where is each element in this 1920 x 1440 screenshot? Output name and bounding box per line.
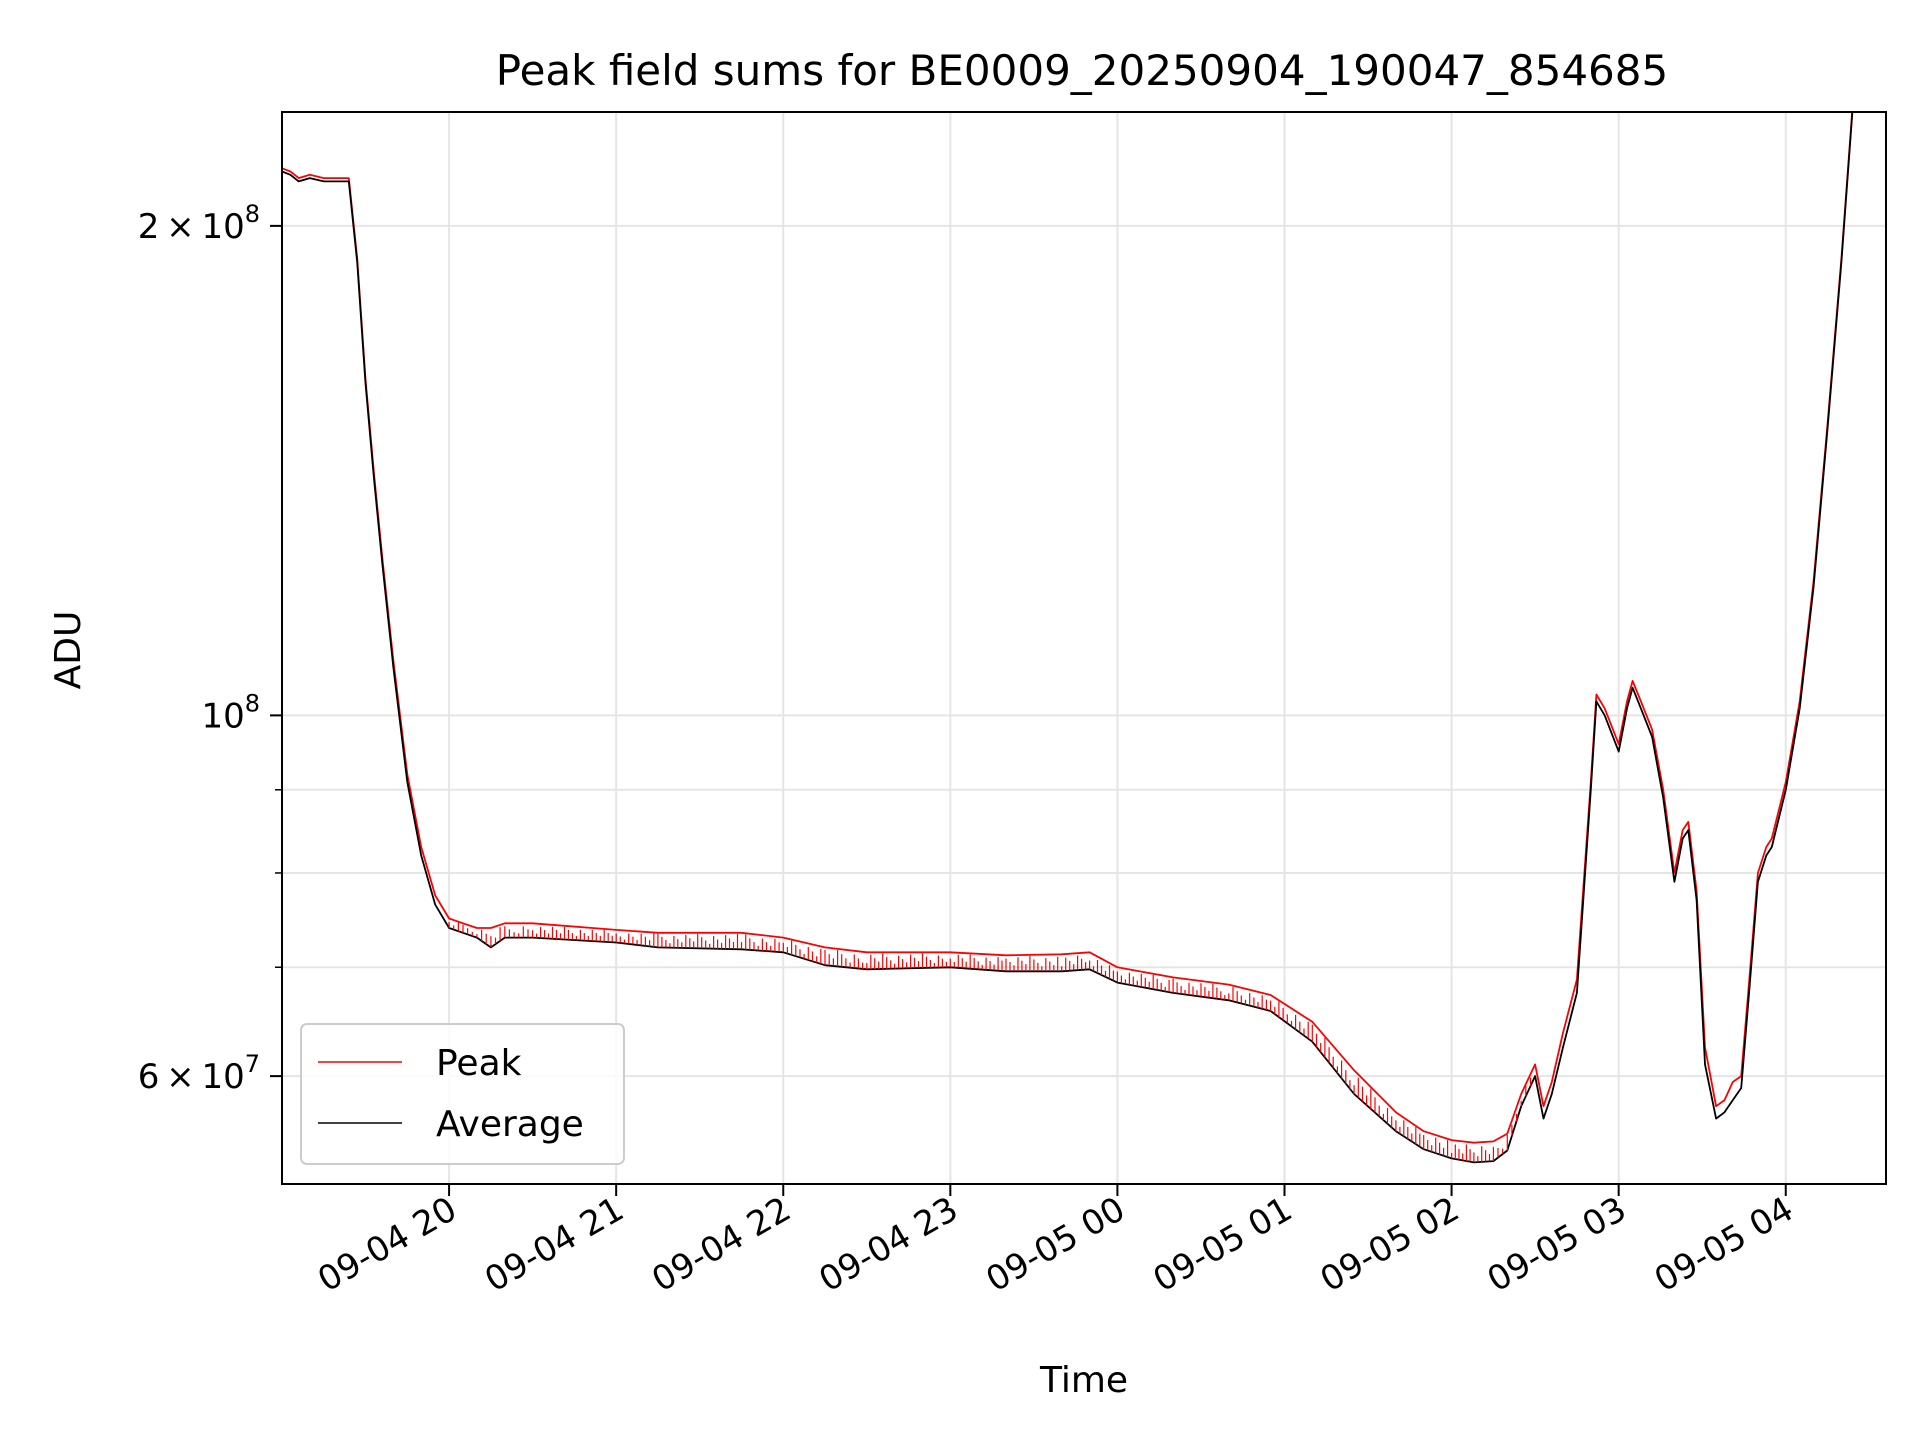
grid	[282, 112, 1886, 1184]
legend: Peak Average	[300, 1023, 625, 1165]
series-line-peak	[282, 112, 1854, 1144]
chart-title: Peak field sums for BE0009_20250904_1900…	[496, 46, 1668, 95]
y-axis-label: ADU	[48, 611, 89, 690]
legend-label-peak: Peak	[436, 1043, 522, 1084]
y-axis: 6 × 107 108 2 × 108	[138, 200, 282, 1097]
series-layer	[282, 112, 1854, 1164]
y-tick-label: 2 × 108	[138, 200, 260, 247]
plot-frame	[281, 111, 1887, 1185]
y-tick-label: 6 × 107	[138, 1050, 260, 1097]
legend-label-average: Average	[436, 1104, 584, 1145]
series-line-average	[282, 112, 1854, 1164]
legend-box	[300, 1023, 625, 1165]
x-axis-label: Time	[1039, 1360, 1128, 1401]
y-tick-label: 108	[201, 689, 260, 736]
